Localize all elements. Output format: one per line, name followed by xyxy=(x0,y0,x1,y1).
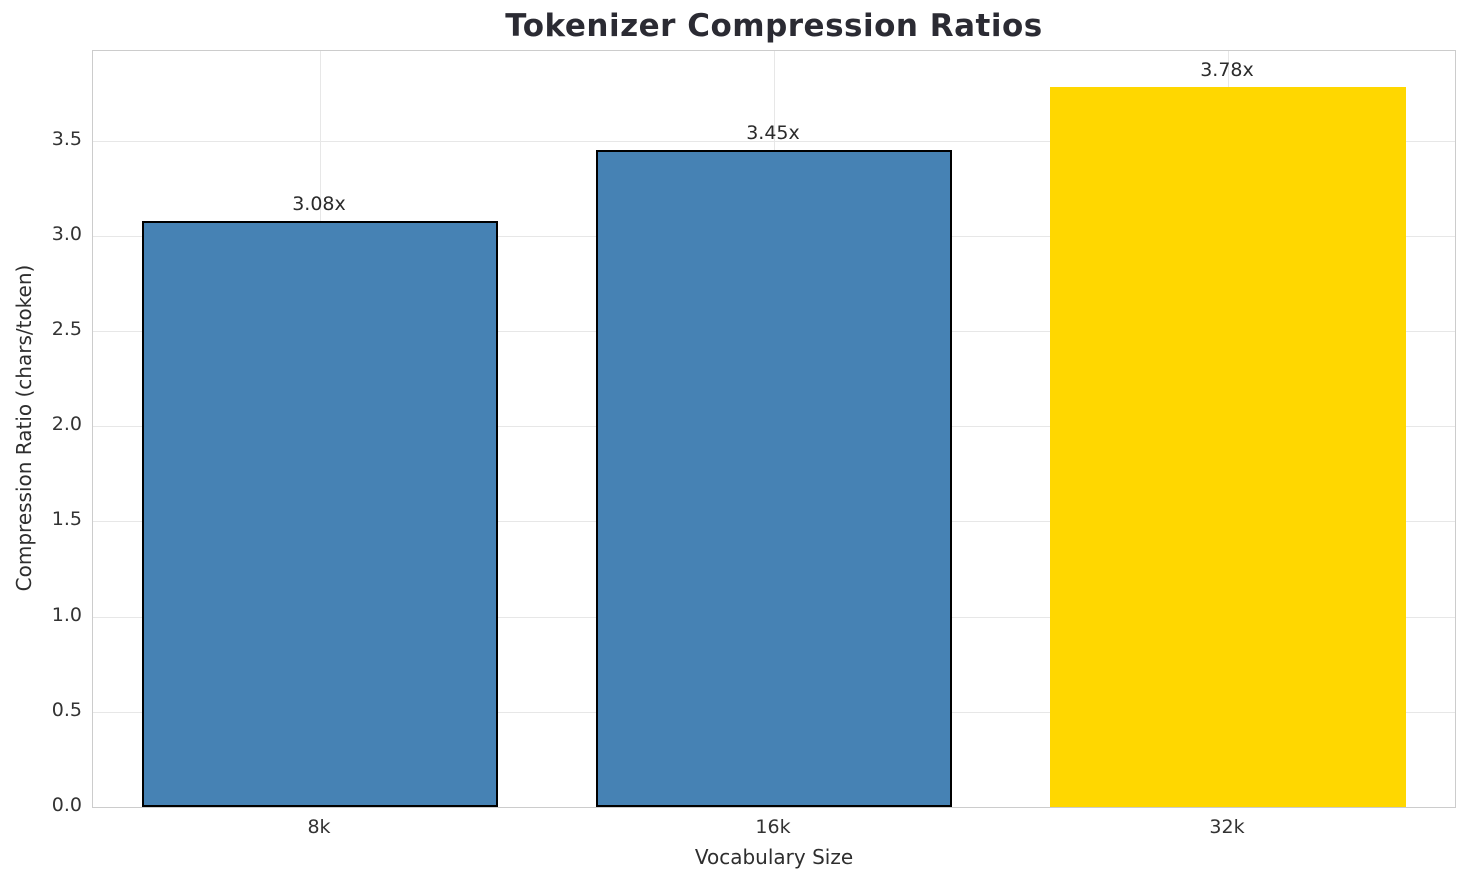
bar-value-label: 3.78x xyxy=(1200,59,1254,82)
y-tick-label: 1.0 xyxy=(51,603,82,626)
y-tick-label: 0.5 xyxy=(51,698,82,721)
y-tick-label: 3.5 xyxy=(51,127,82,150)
x-axis-label: Vocabulary Size xyxy=(694,845,854,869)
chart-title: Tokenizer Compression Ratios xyxy=(505,8,1043,44)
x-tick-label: 8k xyxy=(307,816,331,838)
bar xyxy=(1049,87,1407,807)
y-tick-label: 2.0 xyxy=(51,413,82,436)
bar xyxy=(141,220,499,807)
bar-value-label: 3.08x xyxy=(292,192,346,215)
y-tick-label: 3.0 xyxy=(51,222,82,245)
plot-area xyxy=(92,50,1456,808)
y-tick-label: 0.0 xyxy=(51,794,82,816)
bar-value-label: 3.45x xyxy=(746,122,800,144)
y-tick-label: 1.5 xyxy=(51,508,82,531)
x-tick-label: 16k xyxy=(755,816,791,838)
bar xyxy=(595,150,953,807)
y-tick-label: 2.5 xyxy=(51,317,82,340)
x-tick-label: 32k xyxy=(1209,816,1245,838)
